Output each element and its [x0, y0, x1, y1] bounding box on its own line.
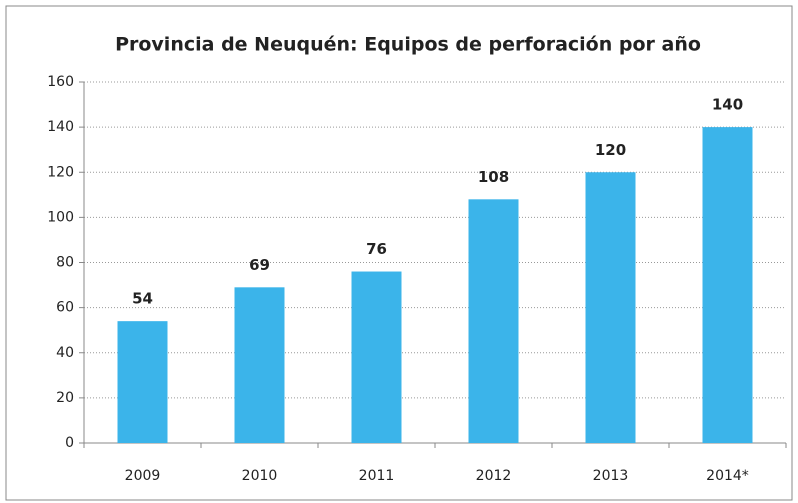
data-label: 76: [366, 240, 387, 258]
y-tick-label: 60: [56, 300, 74, 316]
x-tick-label: 2011: [359, 468, 395, 484]
data-label: 140: [712, 96, 743, 114]
y-tick-label: 140: [47, 119, 74, 135]
data-label: 108: [478, 168, 509, 186]
x-tick-label: 2010: [242, 468, 278, 484]
bar: [702, 127, 753, 443]
y-tick-label: 120: [47, 164, 74, 180]
data-label: 54: [132, 290, 153, 308]
x-tick-label: 2014*: [706, 468, 749, 484]
data-label: 120: [595, 141, 626, 159]
chart-title: Provincia de Neuquén: Equipos de perfora…: [115, 34, 701, 56]
x-tick-label: 2012: [476, 468, 512, 484]
x-tick-label: 2009: [125, 468, 161, 484]
bar: [585, 172, 636, 443]
y-tick-label: 40: [56, 345, 74, 361]
y-tick-label: 160: [47, 74, 74, 90]
y-tick-label: 80: [56, 255, 74, 271]
bar: [117, 321, 168, 443]
bar: [351, 271, 402, 443]
y-tick-label: 100: [47, 209, 74, 225]
y-tick-label: 0: [65, 435, 74, 451]
bar: [234, 287, 285, 443]
bar: [468, 199, 519, 443]
x-tick-label: 2013: [593, 468, 629, 484]
y-tick-label: 20: [56, 390, 74, 406]
data-label: 69: [249, 256, 270, 274]
